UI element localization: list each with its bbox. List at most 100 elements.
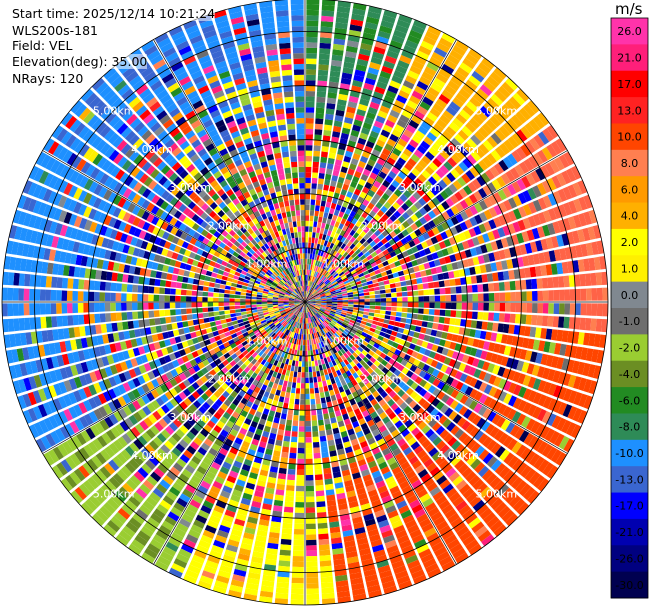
- range-gate: [527, 254, 535, 266]
- range-gate: [336, 181, 343, 189]
- range-gate: [497, 227, 506, 238]
- range-gate: [310, 398, 316, 405]
- range-gate: [340, 206, 347, 213]
- range-gate: [348, 302, 354, 305]
- range-gate: [254, 490, 264, 498]
- range-gate: [521, 361, 530, 373]
- range-gate: [296, 322, 300, 329]
- range-gate: [305, 269, 307, 275]
- range-gate: [521, 416, 531, 429]
- range-gate: [502, 323, 510, 334]
- range-gate: [591, 303, 598, 316]
- range-gate: [396, 119, 407, 129]
- range-gate: [401, 263, 408, 270]
- range-gate: [370, 251, 378, 258]
- range-gate: [373, 403, 381, 411]
- range-gate: [285, 358, 290, 365]
- range-gate: [277, 401, 284, 408]
- range-gate: [457, 463, 469, 475]
- range-gate: [326, 499, 337, 507]
- range-gate: [485, 242, 493, 253]
- range-gate: [334, 345, 340, 352]
- range-gate: [255, 374, 262, 382]
- range-gate: [365, 432, 374, 441]
- range-gate: [361, 267, 368, 273]
- range-gate: [301, 372, 305, 378]
- range-gate: [350, 329, 357, 335]
- range-gate: [357, 542, 370, 551]
- range-gate: [315, 479, 324, 486]
- range-gate: [592, 365, 602, 379]
- range-gate: [370, 56, 383, 65]
- range-gate: [312, 290, 317, 295]
- range-gate: [329, 147, 337, 154]
- range-gate: [160, 429, 171, 440]
- range-gate: [261, 396, 268, 403]
- range-gate: [341, 312, 347, 316]
- range-gate: [277, 384, 283, 391]
- range-gate: [202, 500, 214, 510]
- range-gate: [342, 183, 349, 191]
- range-gate: [308, 275, 311, 281]
- range-gate: [425, 502, 437, 513]
- range-gate: [394, 337, 401, 344]
- range-gate: [516, 413, 527, 426]
- range-gate: [264, 367, 271, 375]
- range-gate: [377, 485, 388, 494]
- range-gate: [407, 437, 417, 446]
- range-gate: [441, 331, 448, 340]
- range-gate: [510, 476, 523, 490]
- range-gate: [392, 394, 401, 403]
- range-gate: [470, 320, 478, 329]
- range-gate: [309, 322, 312, 329]
- range-gate: [157, 463, 168, 474]
- range-gate: [532, 253, 540, 265]
- range-gate: [335, 204, 342, 211]
- range-gate: [468, 543, 482, 556]
- range-gate: [339, 255, 345, 262]
- range-gate: [501, 81, 515, 95]
- range-gate: [142, 479, 155, 491]
- range-gate: [558, 204, 567, 218]
- range-gate: [176, 322, 184, 329]
- range-gate: [588, 257, 596, 271]
- range-gate: [264, 361, 270, 368]
- range-gate: [410, 181, 420, 191]
- range-gate: [343, 61, 355, 69]
- range-gate: [351, 217, 358, 225]
- range-gate: [329, 242, 335, 249]
- range-gate: [316, 189, 323, 195]
- range-gate: [409, 529, 422, 539]
- range-gate: [305, 253, 308, 259]
- range-gate: [524, 267, 531, 278]
- range-gate: [468, 48, 482, 61]
- range-gate: [344, 328, 351, 334]
- range-gate: [404, 323, 411, 330]
- range-gate: [454, 149, 466, 161]
- range-gate: [200, 393, 209, 401]
- range-gate: [399, 54, 412, 65]
- range-gate: [180, 308, 187, 315]
- range-gate: [340, 218, 347, 225]
- range-gate: [308, 334, 311, 340]
- range-gate: [478, 393, 488, 404]
- range-gate: [327, 367, 332, 374]
- range-gate: [310, 288, 315, 294]
- range-gate: [455, 202, 464, 212]
- range-gate: [333, 476, 343, 484]
- range-gate: [411, 90, 424, 100]
- range-gate: [283, 435, 291, 442]
- range-gate: [392, 326, 399, 332]
- range-gate: [305, 183, 311, 189]
- range-gate: [274, 494, 284, 501]
- range-gate: [333, 364, 340, 372]
- range-gate: [317, 348, 322, 355]
- range-gate: [450, 310, 457, 318]
- range-gate: [325, 423, 332, 431]
- range-gate: [380, 341, 387, 348]
- range-gate: [406, 409, 416, 419]
- range-gate: [408, 400, 418, 409]
- range-gate: [516, 88, 530, 102]
- range-gate: [229, 428, 239, 437]
- range-gate: [591, 288, 598, 301]
